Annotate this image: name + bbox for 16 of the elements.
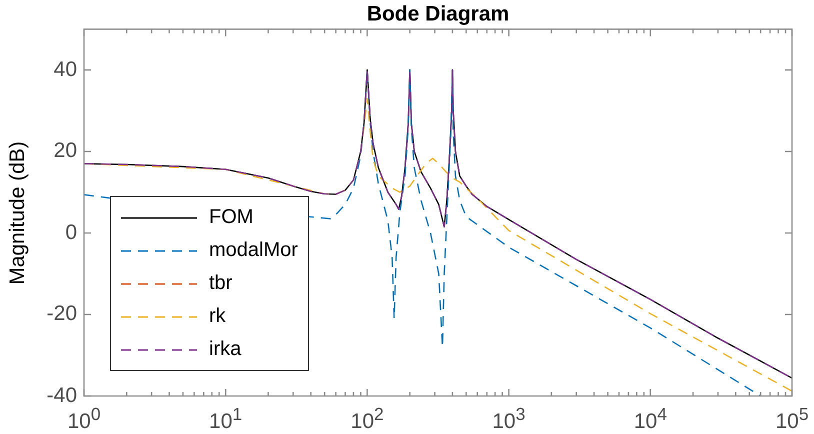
legend-label: irka [209,337,242,362]
x-tick-label: 10$^{5}$ [775,403,809,434]
x-tick-label: 10$^{1}$ [209,403,242,434]
x-tick-label: 10$^{2}$ [350,403,384,434]
x-tick-label: 10$^{4}$ [634,403,667,434]
legend-label: tbr [209,271,232,296]
legend-label: FOM [209,205,254,230]
y-tick-label: 0 [65,220,77,245]
y-axis-title: Magnitude (dB) [6,140,30,284]
legend-label: modalMor [209,238,298,263]
chart-title: Bode Diagram [366,2,510,26]
y-tick-label: 20 [54,139,77,164]
y-tick-label: 40 [54,58,77,82]
y-tick-label: -20 [46,302,77,326]
x-tick-label: 10$^{3}$ [492,403,526,434]
legend-label: rk [209,304,226,329]
